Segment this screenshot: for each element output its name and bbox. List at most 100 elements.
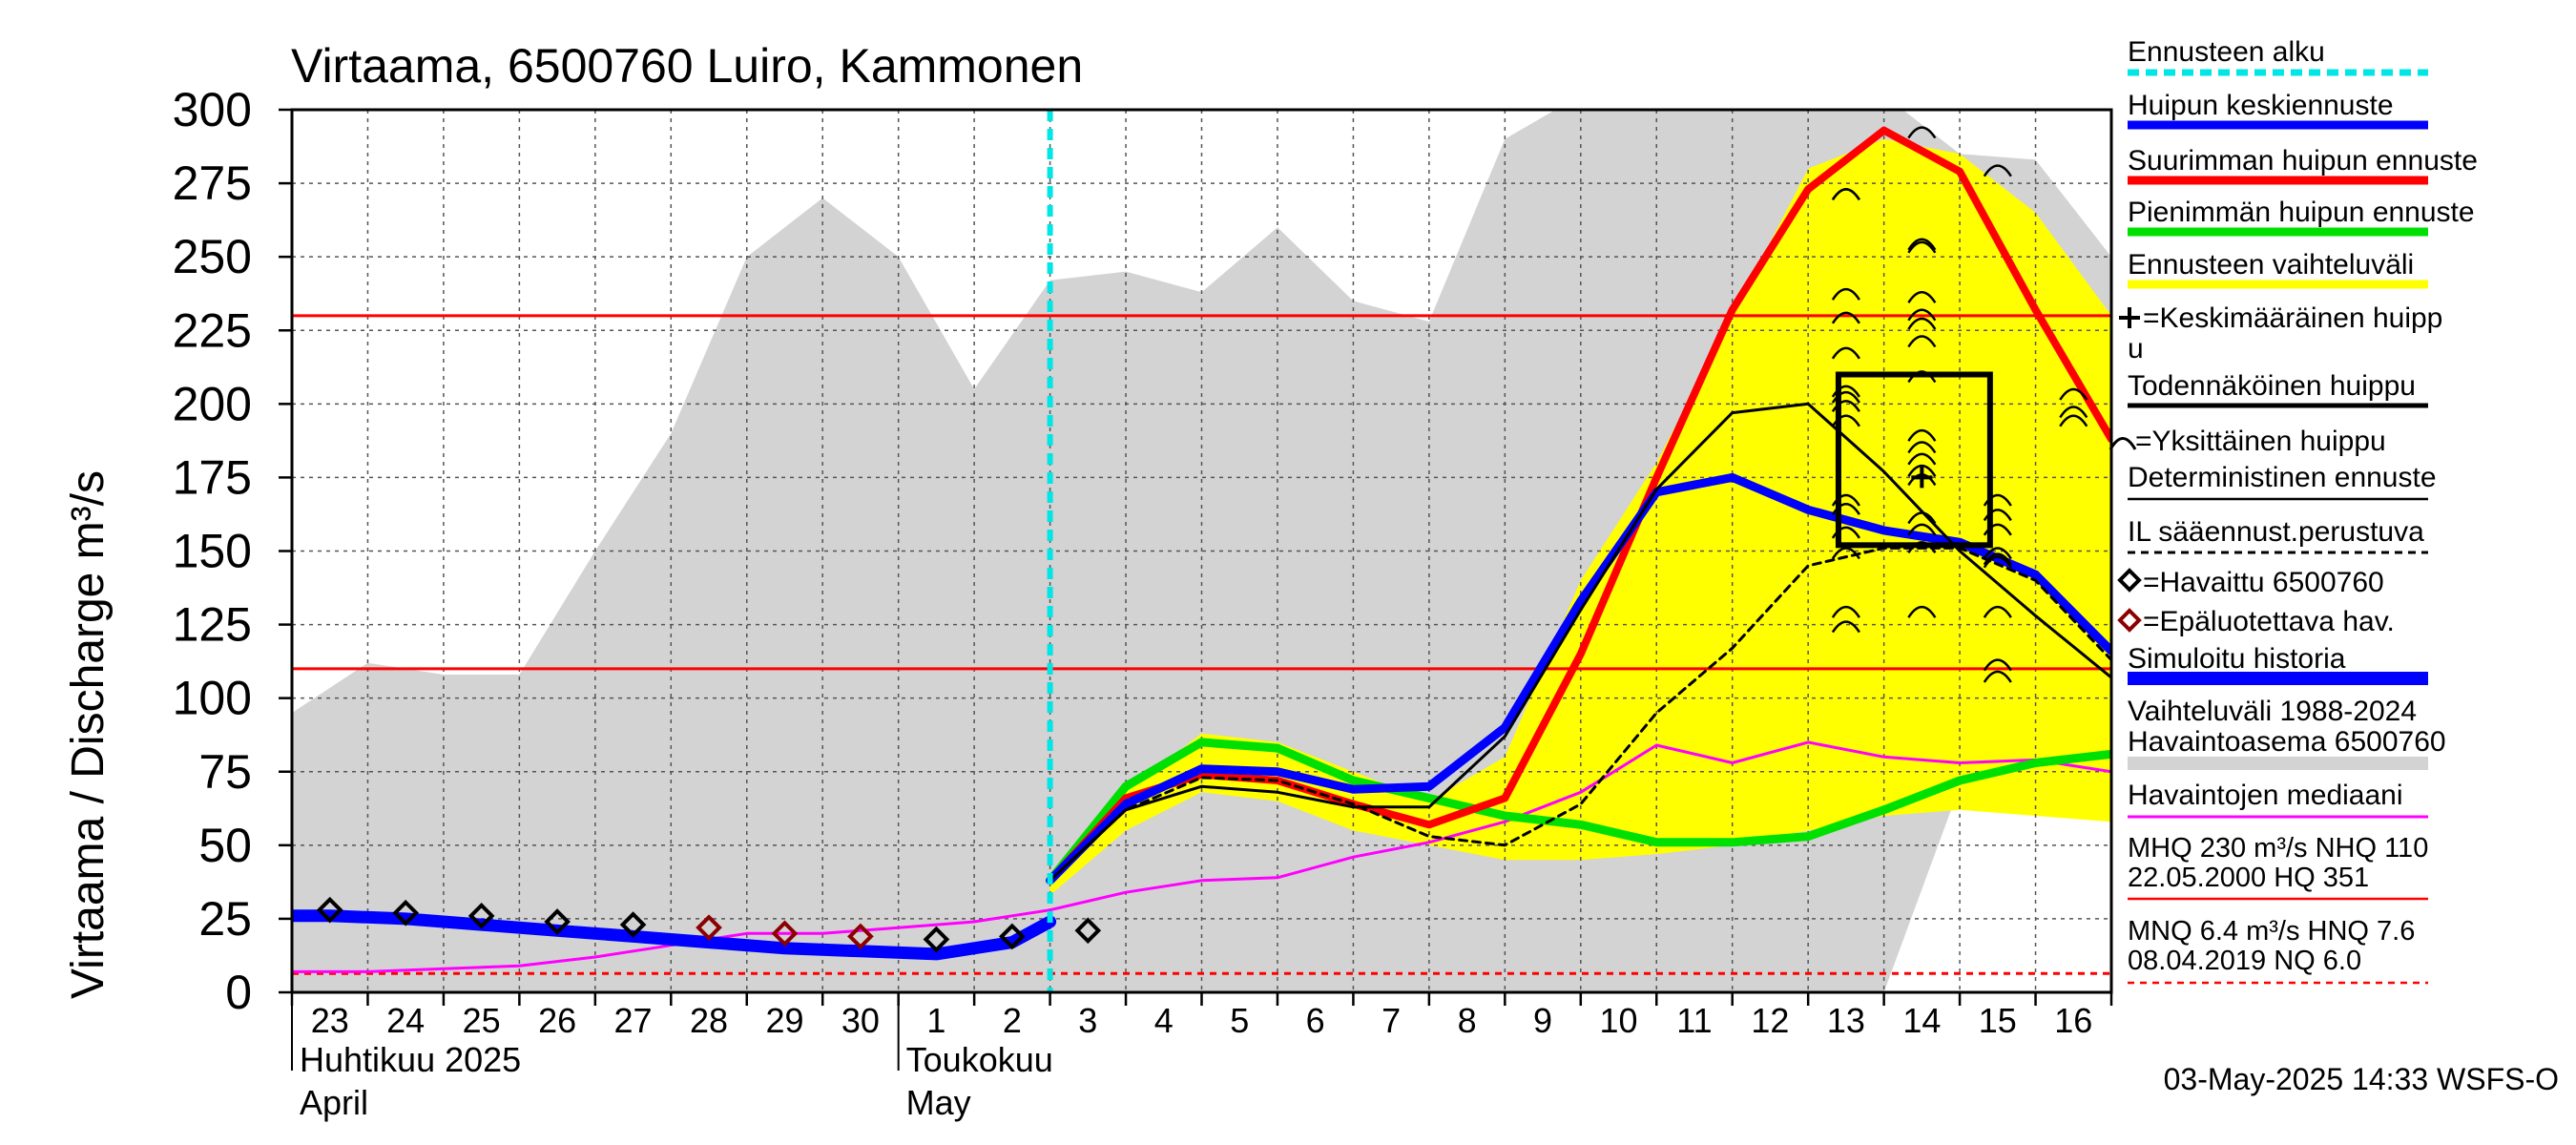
individual-peak-marker xyxy=(1831,503,1860,515)
mean-peak-marker xyxy=(1911,467,1933,489)
individual-peak-marker xyxy=(1983,523,2012,536)
legend-simulated-history-label: Simuloitu historia xyxy=(2128,643,2346,675)
individual-peak-marker xyxy=(1907,240,1937,254)
individual-peak-marker xyxy=(1907,238,1937,251)
individual-peak-marker xyxy=(1907,511,1937,525)
individual-peak-marker xyxy=(1983,164,2012,177)
y-tick-label: 25 xyxy=(198,892,252,946)
individual-peak-marker xyxy=(1907,523,1937,536)
legend-mean-peak-forecast-label: Huipun keskiennuste xyxy=(2128,90,2394,121)
x-tick-label: 29 xyxy=(765,1001,803,1040)
x-tick-label: 25 xyxy=(463,1001,501,1040)
x-tick-label: 8 xyxy=(1458,1001,1477,1040)
x-tick-label: 1 xyxy=(926,1001,945,1040)
x-tick-label: 2 xyxy=(1003,1001,1022,1040)
individual-peak-marker xyxy=(1907,464,1937,477)
most-probable-peak-box xyxy=(1835,371,1993,549)
individual-peak-marker xyxy=(2059,414,2088,427)
individual-peak-marker xyxy=(2059,406,2088,419)
x-tick-label: 24 xyxy=(386,1001,425,1040)
month-label-en: May xyxy=(906,1083,971,1122)
x-tick-label: 23 xyxy=(311,1001,349,1040)
individual-peak-marker xyxy=(1831,493,1860,507)
individual-peak-marker xyxy=(2059,387,2088,401)
stats-hq: 22.05.2000 HQ 351 xyxy=(2128,863,2369,893)
y-tick-label: 175 xyxy=(173,450,252,504)
legend-median-label: Havaintojen mediaani xyxy=(2128,780,2403,811)
individual-peak-marker xyxy=(1983,493,2012,507)
individual-peak-marker xyxy=(1983,555,2012,569)
individual-peak-marker xyxy=(1983,658,2012,672)
x-tick-label: 6 xyxy=(1306,1001,1325,1040)
individual-peak-marker xyxy=(1831,605,1860,618)
individual-peak-marker xyxy=(1983,670,2012,683)
legend-mean-peak-label-cont: u xyxy=(2128,333,2144,364)
observed-point xyxy=(316,896,343,924)
legend-observed-icon xyxy=(2117,568,2142,593)
legend-deterministic-label: Deterministinen ennuste xyxy=(2128,462,2437,493)
x-tick-label: 3 xyxy=(1078,1001,1097,1040)
y-tick-label: 50 xyxy=(198,819,252,872)
individual-peak-marker xyxy=(1983,547,2012,560)
x-tick-label: 27 xyxy=(614,1001,653,1040)
observed-point xyxy=(544,908,571,935)
observed-point xyxy=(1074,917,1102,945)
legend-observed-label: =Havaittu 6500760 xyxy=(2143,567,2384,598)
month-label-fi: Toukokuu xyxy=(906,1040,1053,1079)
series-il-s-ennust-perustuva xyxy=(1049,546,2111,883)
y-tick-label: 300 xyxy=(173,83,252,136)
individual-peak-marker xyxy=(1983,509,2012,522)
observed-point xyxy=(619,911,647,938)
forecast-range-band xyxy=(1049,138,2111,896)
unreliable-observed-point xyxy=(847,923,874,950)
unreliable-observed-point xyxy=(696,914,722,941)
individual-peak-marker xyxy=(1907,317,1937,330)
y-tick-label: 150 xyxy=(173,525,252,578)
legend: Ennusteen alku Huipun keskiennuste Suurimm… xyxy=(2109,36,2478,985)
series-suurimman-huipun-ennuste xyxy=(1046,126,2111,885)
x-tick-label: 10 xyxy=(1599,1001,1637,1040)
legend-il-weather-label: IL sääennust.perustuva xyxy=(2128,516,2424,548)
series-pienimm-n-huipun-ennuste xyxy=(1046,738,2111,885)
stats-mnq-hnq: MNQ 6.4 m³/s HNQ 7.6 xyxy=(2128,916,2415,947)
individual-peak-marker xyxy=(1907,428,1937,442)
unreliable-observed-point xyxy=(771,920,799,947)
x-tick-label: 11 xyxy=(1676,1001,1712,1040)
individual-peak-marker xyxy=(1831,188,1860,201)
timestamp: 03-May-2025 14:33 WSFS-O xyxy=(2164,1062,2559,1096)
series-havaintojen-mediaani xyxy=(292,740,2111,973)
observed-point xyxy=(392,899,420,926)
y-tick-label: 250 xyxy=(173,230,252,283)
month-label-en: April xyxy=(300,1083,368,1122)
x-tick-label: 12 xyxy=(1751,1001,1789,1040)
x-tick-label: 4 xyxy=(1154,1001,1174,1040)
series-deterministinen-ennuste xyxy=(1049,402,2111,883)
legend-unreliable-label: =Epäluotettava hav. xyxy=(2143,606,2395,637)
legend-unreliable-icon xyxy=(2117,608,2142,633)
y-tick-label: 275 xyxy=(173,156,252,210)
y-tick-label: 75 xyxy=(198,745,252,799)
plot-area xyxy=(292,110,2111,992)
y-tick-label: 100 xyxy=(173,672,252,725)
individual-peak-marker xyxy=(1831,385,1860,398)
stats-mhq-nhq: MHQ 230 m³/s NHQ 110 xyxy=(2128,833,2428,864)
x-tick-label: 9 xyxy=(1533,1001,1552,1040)
x-tick-label: 26 xyxy=(538,1001,576,1040)
stats-nq: 08.04.2019 NQ 6.0 xyxy=(2128,946,2361,976)
legend-mean-peak-label: =Keskimääräinen huipp xyxy=(2143,302,2442,334)
x-tick-label: 5 xyxy=(1230,1001,1249,1040)
individual-peak-marker xyxy=(1907,291,1937,303)
individual-peak-marker xyxy=(1831,414,1860,427)
individual-peak-marker xyxy=(1831,311,1860,324)
legend-max-peak-label: Suurimman huipun ennuste xyxy=(2128,145,2478,177)
legend-min-peak-label: Pienimmän huipun ennuste xyxy=(2128,197,2475,228)
individual-peak-marker xyxy=(1831,400,1860,413)
legend-station-label: Havaintoasema 6500760 xyxy=(2128,726,2446,758)
y-tick-label: 225 xyxy=(173,303,252,357)
x-tick-label: 16 xyxy=(2054,1001,2092,1040)
legend-forecast-band-label: Ennusteen vaihteluväli xyxy=(2128,249,2414,281)
individual-peak-marker xyxy=(1907,541,1937,554)
observed-point xyxy=(467,903,495,929)
